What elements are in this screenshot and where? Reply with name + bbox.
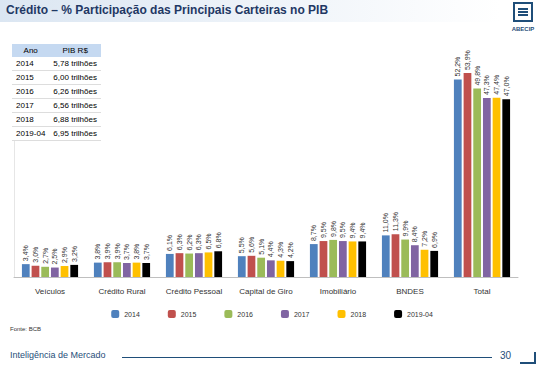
svg-text:52,2%: 52,2% <box>454 57 461 77</box>
svg-text:BNDES: BNDES <box>396 287 424 296</box>
svg-text:3,7%: 3,7% <box>143 244 150 260</box>
svg-text:5,5%: 5,5% <box>238 237 245 253</box>
svg-text:53,9%: 53,9% <box>464 50 471 70</box>
svg-text:9,5%: 9,5% <box>320 222 327 238</box>
svg-text:Veículos: Veículos <box>35 287 65 296</box>
html-text:2018: 2018 <box>16 115 34 124</box>
svg-text:2,9%: 2,9% <box>61 247 68 263</box>
html-text:Crédito – % Participação das P: Crédito – % Participação das Principais … <box>6 3 329 17</box>
html-text:2015: 2015 <box>16 73 34 82</box>
svg-text:4,3%: 4,3% <box>277 242 284 258</box>
svg-text:2016: 2016 <box>237 311 253 318</box>
svg-text:Crédito Pessoal: Crédito Pessoal <box>166 287 223 296</box>
svg-text:3,8%: 3,8% <box>94 244 101 260</box>
svg-text:6,8%: 6,8% <box>215 232 222 248</box>
svg-text:Total: Total <box>474 287 491 296</box>
svg-text:9,8%: 9,8% <box>330 221 337 237</box>
html-text:6,56 trilhões: 6,56 trilhões <box>53 101 97 110</box>
svg-text:2,5%: 2,5% <box>51 249 58 265</box>
html-text:2014: 2014 <box>16 59 34 68</box>
html-text:30: 30 <box>500 350 512 361</box>
svg-text:3,8%: 3,8% <box>133 244 140 260</box>
html-text:Inteligência de Mercado: Inteligência de Mercado <box>10 350 106 360</box>
svg-text:Imobiliário: Imobiliário <box>320 287 357 296</box>
svg-text:2019-04: 2019-04 <box>407 311 433 318</box>
html-text:5,78 trilhões: 5,78 trilhões <box>53 59 97 68</box>
svg-text:6,9%: 6,9% <box>431 232 438 248</box>
svg-text:2018: 2018 <box>351 311 367 318</box>
html-text:Ano: Ano <box>23 46 38 55</box>
html-text:PIB R$: PIB R$ <box>62 46 88 55</box>
svg-text:9,4%: 9,4% <box>349 222 356 238</box>
svg-text:3,0%: 3,0% <box>32 247 39 263</box>
svg-text:Capital de Giro: Capital de Giro <box>239 287 293 296</box>
svg-text:5,1%: 5,1% <box>258 239 265 255</box>
svg-text:3,9%: 3,9% <box>114 243 121 259</box>
html-text:2017: 2017 <box>16 101 34 110</box>
html-text:6,26 trilhões: 6,26 trilhões <box>53 87 97 96</box>
svg-text:3,9%: 3,9% <box>104 243 111 259</box>
svg-text:6,5%: 6,5% <box>205 233 212 249</box>
svg-text:2014: 2014 <box>124 311 140 318</box>
svg-text:8,4%: 8,4% <box>411 226 418 242</box>
html-text:6,95 trilhões: 6,95 trilhões <box>53 129 97 138</box>
svg-text:3,2%: 3,2% <box>71 246 78 262</box>
svg-text:4,2%: 4,2% <box>287 242 294 258</box>
svg-text:6,3%: 6,3% <box>176 234 183 250</box>
html-text:6,00 trilhões: 6,00 trilhões <box>53 73 97 82</box>
svg-text:47,0%: 47,0% <box>503 76 510 96</box>
html-text:Fonte: BCB: Fonte: BCB <box>10 326 41 332</box>
svg-text:6,1%: 6,1% <box>166 235 173 251</box>
html-text:ABECIP: ABECIP <box>511 26 535 32</box>
svg-text:49,8%: 49,8% <box>474 66 481 86</box>
svg-text:3,4%: 3,4% <box>22 245 29 261</box>
html-text:2019-04: 2019-04 <box>16 129 46 138</box>
svg-text:9,5%: 9,5% <box>339 222 346 238</box>
svg-text:7,2%: 7,2% <box>421 231 428 247</box>
svg-text:4,4%: 4,4% <box>267 241 274 257</box>
svg-text:3,7%: 3,7% <box>123 244 130 260</box>
svg-text:2,7%: 2,7% <box>42 248 49 264</box>
svg-text:9,4%: 9,4% <box>359 222 366 238</box>
svg-text:11,0%: 11,0% <box>382 213 389 232</box>
svg-text:Crédito Rural: Crédito Rural <box>98 287 145 296</box>
svg-text:6,3%: 6,3% <box>195 234 202 250</box>
svg-text:47,3%: 47,3% <box>483 75 490 95</box>
svg-text:6,2%: 6,2% <box>186 235 193 251</box>
svg-text:9,9%: 9,9% <box>402 221 409 237</box>
svg-text:11,3%: 11,3% <box>392 212 399 231</box>
svg-text:5,6%: 5,6% <box>248 237 255 253</box>
svg-text:2015: 2015 <box>181 311 197 318</box>
html-text:2016: 2016 <box>16 87 34 96</box>
html-text:6,88 trilhões: 6,88 trilhões <box>53 115 97 124</box>
svg-text:8,7%: 8,7% <box>310 225 317 241</box>
svg-text:2017: 2017 <box>294 311 310 318</box>
svg-text:47,4%: 47,4% <box>493 75 500 95</box>
